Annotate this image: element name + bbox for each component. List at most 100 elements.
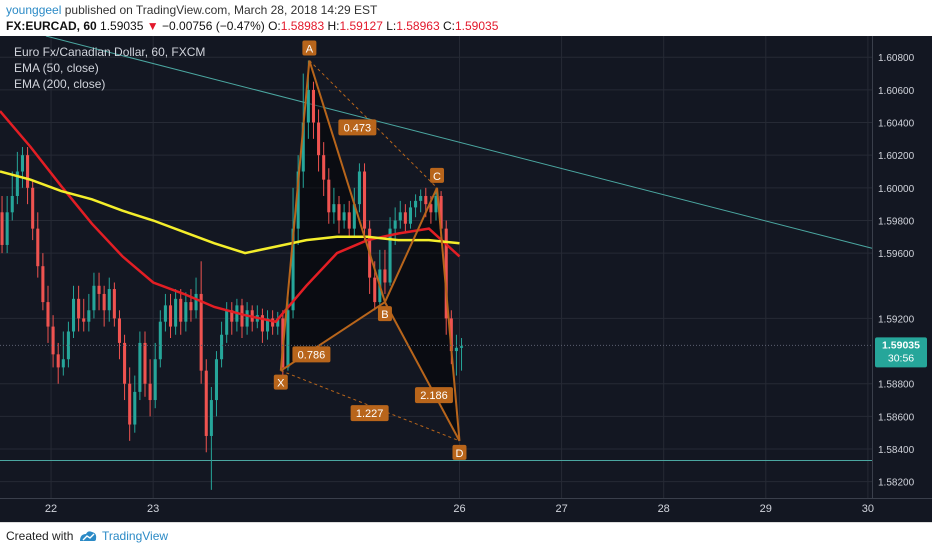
- candle-body: [317, 122, 321, 156]
- price-tick-label: 1.58800: [878, 380, 915, 391]
- low-label: L:: [386, 19, 397, 33]
- candle-body: [459, 346, 464, 348]
- open-label: O:: [268, 19, 281, 33]
- candle-body: [20, 155, 24, 172]
- price-tick-label: 1.60400: [878, 119, 915, 130]
- candle-body: [61, 359, 65, 368]
- candle-body: [77, 298, 81, 319]
- candle-body: [66, 331, 70, 360]
- ema200-line: [0, 170, 460, 255]
- candle-body: [214, 359, 218, 401]
- candle-body: [357, 171, 361, 205]
- candle-body: [327, 179, 331, 213]
- candle-body: [56, 354, 60, 368]
- point-label-x: X: [277, 378, 285, 390]
- price-tick-label: 1.60600: [878, 86, 915, 97]
- pattern-triangle-bcd: [384, 187, 460, 441]
- price-tick-label: 1.59600: [878, 249, 915, 260]
- ema50-line: [0, 110, 461, 324]
- candle-body: [301, 122, 305, 172]
- candle-body: [102, 293, 106, 311]
- tradingview-logo-icon: [80, 531, 97, 541]
- candle-body: [26, 155, 30, 188]
- pattern-triangle-xab: [280, 60, 385, 371]
- point-label-d: D: [456, 448, 464, 460]
- candle-body: [383, 269, 387, 283]
- price-chart[interactable]: X A B C D 0.473 0.786 2.186 1.227 1.60800 1.60600…: [0, 35, 932, 522]
- price-tick-label: 1.58600: [878, 412, 915, 423]
- ratio-label-box: [338, 119, 377, 136]
- ratio-label: 2.186: [420, 390, 448, 402]
- tradingview-link[interactable]: TradingView: [102, 529, 169, 543]
- candle-body: [260, 315, 264, 332]
- ratio-label-box: [350, 405, 389, 422]
- point-label-a: A: [306, 43, 314, 55]
- time-tick-label: 27: [555, 503, 567, 515]
- harmonic-pattern-labels: X A B C D 0.473 0.786 2.186 1.227: [273, 40, 467, 460]
- ratio-label-box: [414, 387, 453, 404]
- candle-body: [133, 391, 137, 425]
- ema-lines: [0, 110, 461, 324]
- legend-ema50[interactable]: EMA (50, close): [14, 61, 99, 75]
- candle-body: [209, 400, 213, 436]
- candle-body: [265, 318, 270, 332]
- created-with-text: Created with: [6, 529, 74, 543]
- candle-body: [117, 318, 121, 343]
- symbol-info: FX:EURCAD, 60 1.59035 ▼ −0.00756 (−0.47%…: [6, 19, 498, 33]
- candle-body: [5, 212, 9, 245]
- candle-body: [311, 89, 316, 123]
- candle-body: [179, 298, 183, 322]
- pattern-leg: [280, 370, 460, 442]
- price-tag-box: [875, 337, 927, 368]
- candle-body: [414, 200, 418, 208]
- pattern-leg: [279, 60, 311, 371]
- legend-ema200[interactable]: EMA (200, close): [14, 77, 105, 91]
- candle-body: [15, 171, 19, 196]
- candle-body: [419, 195, 423, 201]
- chart-area[interactable]: X A B C D 0.473 0.786 2.186 1.227 1.60800 1.60600…: [0, 35, 932, 522]
- candle-body: [408, 207, 413, 224]
- candle-body: [296, 171, 300, 229]
- harmonic-pattern-fill: [280, 60, 460, 441]
- point-label-box: [302, 40, 317, 56]
- time-tick-label: 28: [658, 503, 670, 515]
- point-label-c: C: [433, 171, 441, 183]
- pattern-leg: [308, 60, 386, 303]
- candle-body: [82, 318, 86, 322]
- price-tag-countdown: 30:56: [888, 352, 914, 364]
- candle-body: [240, 305, 244, 327]
- price-tag-value: 1.59035: [882, 339, 920, 351]
- point-label-b: B: [381, 309, 388, 321]
- candle-body: [342, 212, 346, 221]
- footer: Created with TradingView: [0, 522, 932, 550]
- candle-body: [434, 195, 438, 213]
- candle-body: [189, 302, 193, 311]
- time-tick-label: 26: [453, 503, 465, 515]
- point-label-box: [430, 167, 445, 183]
- candle-body: [429, 204, 433, 213]
- candle-body: [31, 187, 35, 229]
- point-label-box: [273, 374, 288, 390]
- candle-body: [225, 310, 229, 335]
- candle-body: [46, 302, 50, 327]
- candle-body: [138, 342, 142, 392]
- symbol-label: FX:EURCAD, 60: [6, 19, 97, 33]
- author-link[interactable]: younggeel: [6, 3, 62, 17]
- down-arrow-icon: ▼: [146, 19, 159, 33]
- close-label: C:: [442, 19, 455, 33]
- price-axis[interactable]: [872, 36, 932, 522]
- candle-body: [388, 228, 392, 283]
- candle-body: [71, 298, 76, 332]
- ratio-label-box: [292, 346, 331, 363]
- low-value: 1.58963: [396, 19, 440, 33]
- chart-header: younggeel published on TradingView.com, …: [0, 0, 932, 36]
- trend-lines: [0, 35, 873, 461]
- high-value: 1.59127: [339, 19, 383, 33]
- candle-body: [158, 321, 162, 360]
- price-tick-label: 1.59800: [878, 216, 915, 227]
- candle-body: [362, 171, 367, 229]
- price-tick-label: 1.58200: [878, 478, 915, 489]
- candle-body: [87, 310, 91, 322]
- harmonic-pattern-lines: [279, 60, 461, 442]
- price-tick-label: 1.60000: [878, 184, 915, 195]
